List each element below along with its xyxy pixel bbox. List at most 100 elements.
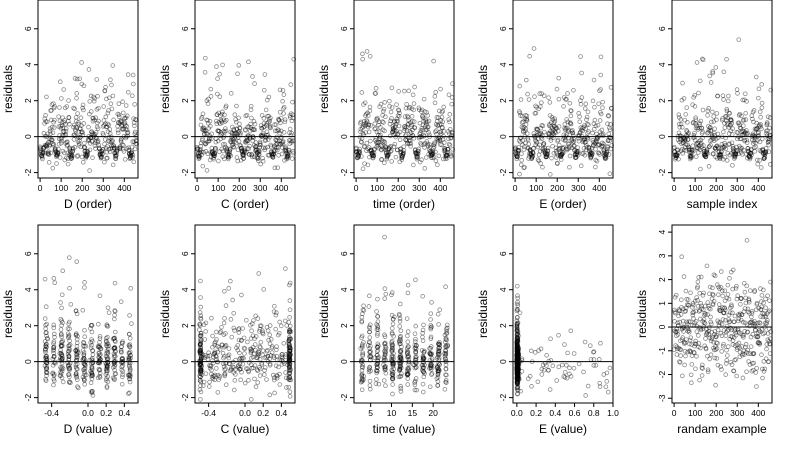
data-point [127,150,132,156]
data-point [256,148,261,153]
data-point [87,141,93,146]
data-point [287,307,293,313]
data-point [725,282,731,288]
data-point [268,142,274,148]
data-point [72,127,78,132]
data-point [393,154,399,160]
data-point [214,112,220,118]
data-point [278,135,284,141]
data-point [372,137,378,143]
data-point [234,126,240,132]
data-point [272,143,277,149]
data-point [382,100,388,105]
data-point [420,114,425,119]
data-point [246,59,251,65]
data-point [227,368,233,374]
data-point [748,344,754,349]
data-point [411,107,416,113]
data-point [112,329,118,335]
data-point [380,139,386,145]
data-point [405,382,411,387]
data-point [694,60,700,65]
data-point [365,162,371,168]
data-point [217,94,223,100]
data-point [376,129,382,134]
data-point [428,311,434,316]
data-point [198,295,203,300]
data-point [241,335,247,341]
data-point [764,346,769,352]
data-point [283,145,288,151]
data-point [281,111,286,116]
data-point [420,122,426,128]
data-point [205,151,211,157]
data-point [198,397,203,402]
data-point [97,146,102,152]
data-point [397,301,403,307]
data-point [41,144,47,150]
data-point [61,129,67,135]
data-point [369,150,374,156]
data-point [238,130,243,136]
data-point [240,153,246,158]
data-point [378,147,384,152]
data-point [93,146,98,151]
data-point [383,150,389,155]
data-point [420,115,426,121]
data-point [262,124,267,129]
data-point [65,150,70,156]
data-point [359,140,364,145]
data-point [214,112,220,117]
data-point [398,149,403,155]
data-point [119,127,125,132]
data-point [415,148,421,154]
data-point [363,111,369,117]
data-point [42,316,48,321]
data-point [255,156,261,161]
data-point [421,142,427,147]
data-point [55,152,60,157]
data-point [758,165,764,170]
data-point [256,152,262,157]
data-point [82,148,88,154]
data-point [584,117,589,122]
data-point [230,297,235,303]
data-point [386,149,391,155]
data-point [208,123,213,129]
data-point [384,154,390,159]
data-point [73,133,78,139]
data-point [239,148,245,154]
data-point [115,130,121,136]
data-point [387,144,393,150]
data-point [251,135,256,141]
data-point [286,147,292,153]
data-point [405,329,411,334]
x-tick-label: 400 [751,183,765,193]
data-point [591,77,597,83]
data-point [411,162,416,168]
data-point [367,54,373,59]
data-point [412,148,418,153]
data-point [713,382,718,388]
data-point [243,138,249,144]
x-tick-label: 0 [513,183,518,193]
data-point [126,151,132,157]
x-tick-label: 0 [195,183,200,193]
data-point [198,304,204,310]
data-point [118,137,124,143]
data-point [80,159,86,165]
data-point [38,145,43,151]
data-point [378,125,383,130]
data-point [113,154,118,159]
data-point [431,58,436,64]
data-point [195,151,201,157]
data-point [370,154,376,160]
data-point [112,280,118,286]
data-point [56,114,61,119]
data-point [683,112,688,117]
data-point [237,125,242,131]
data-point [232,139,237,145]
data-point [68,152,74,158]
